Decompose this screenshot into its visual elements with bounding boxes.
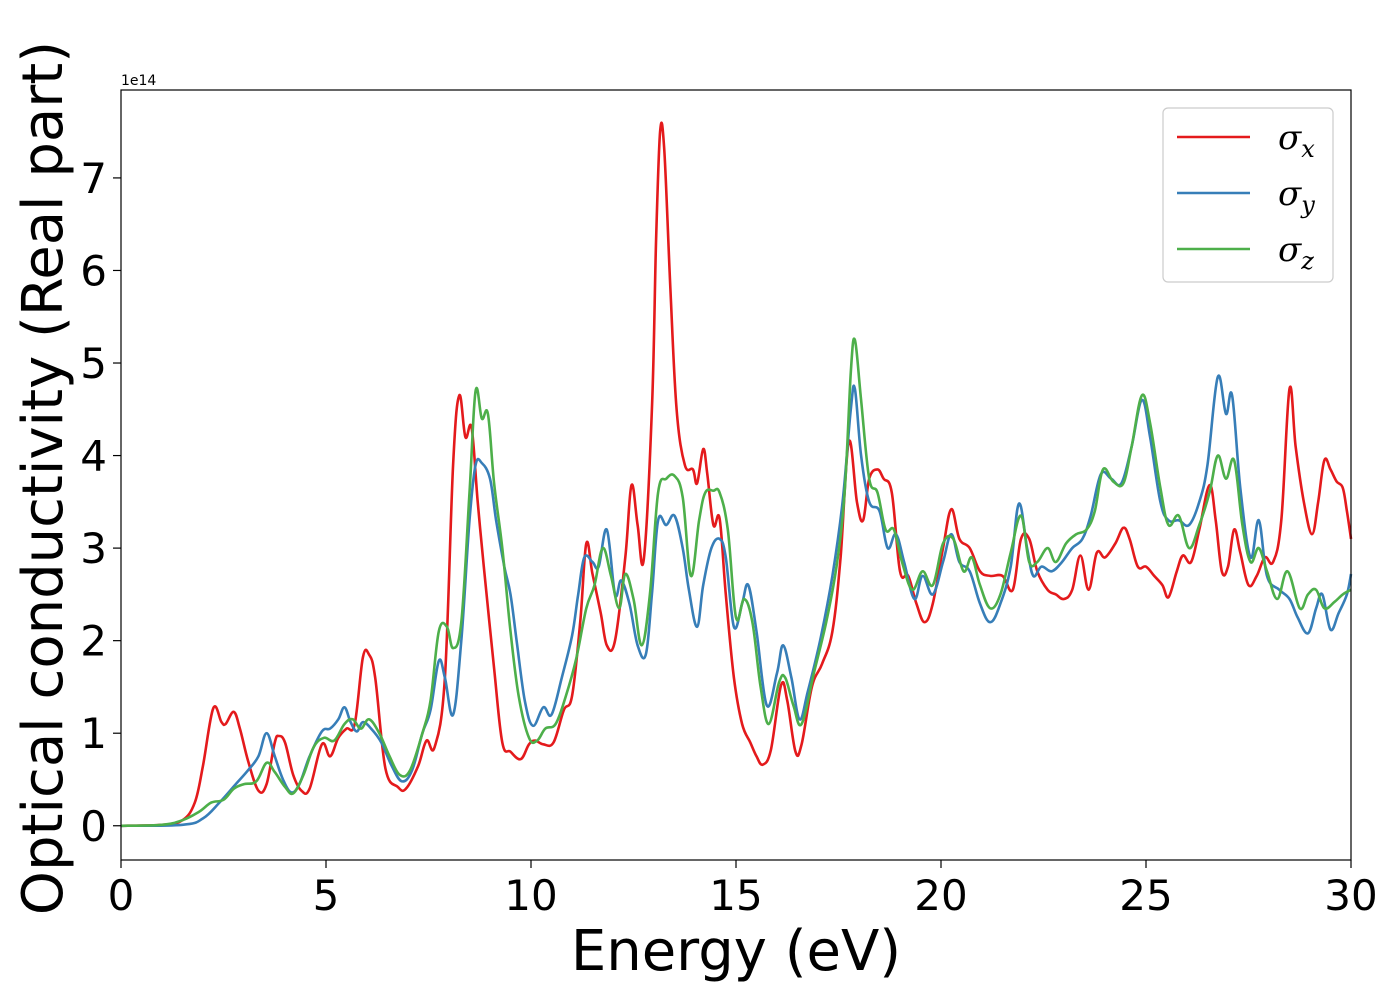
- y-axis-offset-text: 1e14: [121, 73, 156, 89]
- x-tick-label: 0: [108, 871, 135, 920]
- y-tick-label: 1: [80, 709, 107, 758]
- series-lines: [120, 121, 1353, 828]
- y-tick-label: 7: [80, 154, 107, 203]
- y-tick-label: 4: [80, 432, 107, 481]
- y-axis-ticks: 0 1 2 3 4 5 6 7: [80, 154, 121, 851]
- legend-label-y: σy: [1278, 174, 1315, 219]
- series-line-y: [120, 374, 1353, 828]
- y-tick-label: 5: [80, 339, 107, 388]
- legend: σx σy σz: [1162, 107, 1334, 283]
- legend-entries: σx σy σz: [1177, 118, 1315, 275]
- x-tick-label: 5: [313, 871, 340, 920]
- x-axis-ticks: 0 5 10 15 20 25 30: [108, 860, 1378, 920]
- series-line-x: [120, 121, 1353, 828]
- y-tick-label: 0: [80, 802, 107, 851]
- x-tick-label: 15: [709, 871, 762, 920]
- x-axis-title: Energy (eV): [571, 919, 901, 984]
- legend-label-x: σx: [1278, 118, 1315, 163]
- x-tick-label: 10: [504, 871, 557, 920]
- y-tick-label: 3: [80, 524, 107, 573]
- y-axis-title: Optical conductivity (Real part): [11, 41, 76, 915]
- x-tick-label: 30: [1324, 871, 1377, 920]
- x-tick-label: 25: [1119, 871, 1172, 920]
- y-tick-label: 6: [80, 246, 107, 295]
- series-line-z: [120, 337, 1352, 828]
- legend-label-z: σz: [1278, 230, 1314, 275]
- y-tick-label: 2: [80, 617, 107, 666]
- legend-box: [1162, 107, 1334, 283]
- x-tick-label: 20: [914, 871, 967, 920]
